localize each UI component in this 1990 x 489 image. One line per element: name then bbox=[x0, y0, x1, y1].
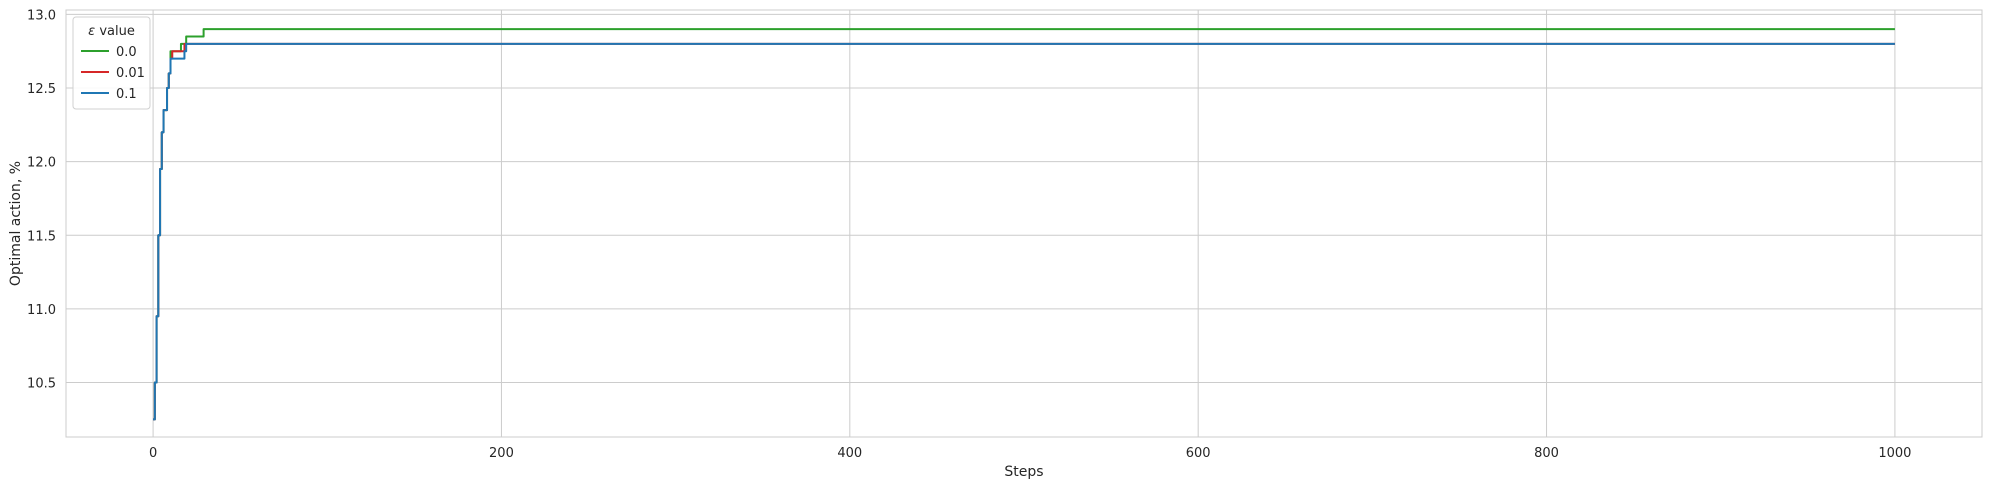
plot-frame bbox=[65, 9, 1983, 438]
series-layer bbox=[153, 28, 1895, 421]
x-tick-label: 0 bbox=[149, 446, 157, 461]
legend: ε value 0.0 0.01 0.1 bbox=[72, 16, 151, 110]
y-tick-label: 11.0 bbox=[27, 303, 56, 318]
legend-box bbox=[72, 16, 151, 110]
legend-title: ε value bbox=[88, 24, 135, 39]
x-tick-label: 600 bbox=[1186, 446, 1211, 461]
legend-label: 0.1 bbox=[116, 87, 137, 102]
y-axis-ticks: 10.5 11.0 11.5 12.0 12.5 13.0 bbox=[27, 8, 56, 391]
x-tick-label: 800 bbox=[1534, 446, 1559, 461]
x-axis-label: Steps bbox=[1004, 464, 1043, 480]
legend-label: 0.01 bbox=[116, 66, 145, 81]
x-tick-label: 1000 bbox=[1878, 446, 1911, 461]
legend-entries: 0.0 0.01 0.1 bbox=[81, 45, 145, 102]
grid bbox=[66, 10, 1982, 437]
x-axis-ticks: 0 200 400 600 800 1000 bbox=[149, 446, 1912, 461]
plot-background bbox=[66, 10, 1982, 437]
legend-title-text: value bbox=[95, 24, 135, 39]
y-tick-label: 12.5 bbox=[27, 82, 56, 97]
legend-label: 0.0 bbox=[116, 45, 137, 60]
x-tick-label: 200 bbox=[489, 446, 514, 461]
y-axis-label: Optimal action, % bbox=[8, 161, 24, 286]
x-tick-label: 400 bbox=[837, 446, 862, 461]
series-line-0-1 bbox=[153, 42, 1895, 421]
y-tick-label: 12.0 bbox=[27, 156, 56, 171]
y-tick-label: 13.0 bbox=[27, 8, 56, 23]
legend-title-symbol: ε bbox=[88, 24, 95, 39]
y-tick-label: 10.5 bbox=[27, 377, 56, 392]
y-tick-label: 11.5 bbox=[27, 229, 56, 244]
